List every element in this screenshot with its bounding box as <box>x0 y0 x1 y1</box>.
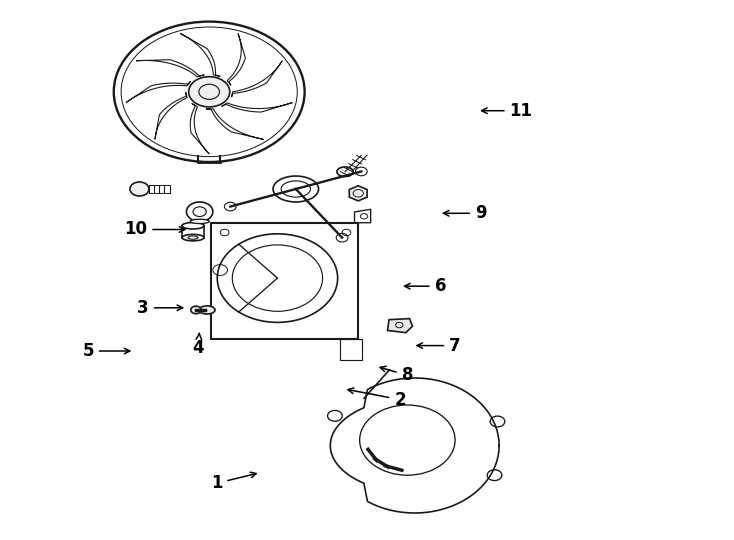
Text: 8: 8 <box>380 366 413 384</box>
Polygon shape <box>388 319 413 333</box>
Text: 3: 3 <box>137 299 183 317</box>
Text: 2: 2 <box>348 388 406 409</box>
Bar <box>211 222 358 339</box>
Circle shape <box>189 77 230 107</box>
Text: 6: 6 <box>404 277 446 295</box>
Text: 11: 11 <box>482 102 533 120</box>
Circle shape <box>130 182 149 196</box>
Ellipse shape <box>190 219 209 224</box>
Polygon shape <box>349 186 367 201</box>
Ellipse shape <box>337 167 353 177</box>
Text: 4: 4 <box>192 333 204 357</box>
Text: 5: 5 <box>82 342 130 360</box>
Text: 1: 1 <box>211 472 256 492</box>
Circle shape <box>191 306 201 314</box>
Text: 10: 10 <box>124 220 185 239</box>
Ellipse shape <box>199 306 215 314</box>
Text: 7: 7 <box>417 336 461 355</box>
Text: 9: 9 <box>443 204 487 222</box>
